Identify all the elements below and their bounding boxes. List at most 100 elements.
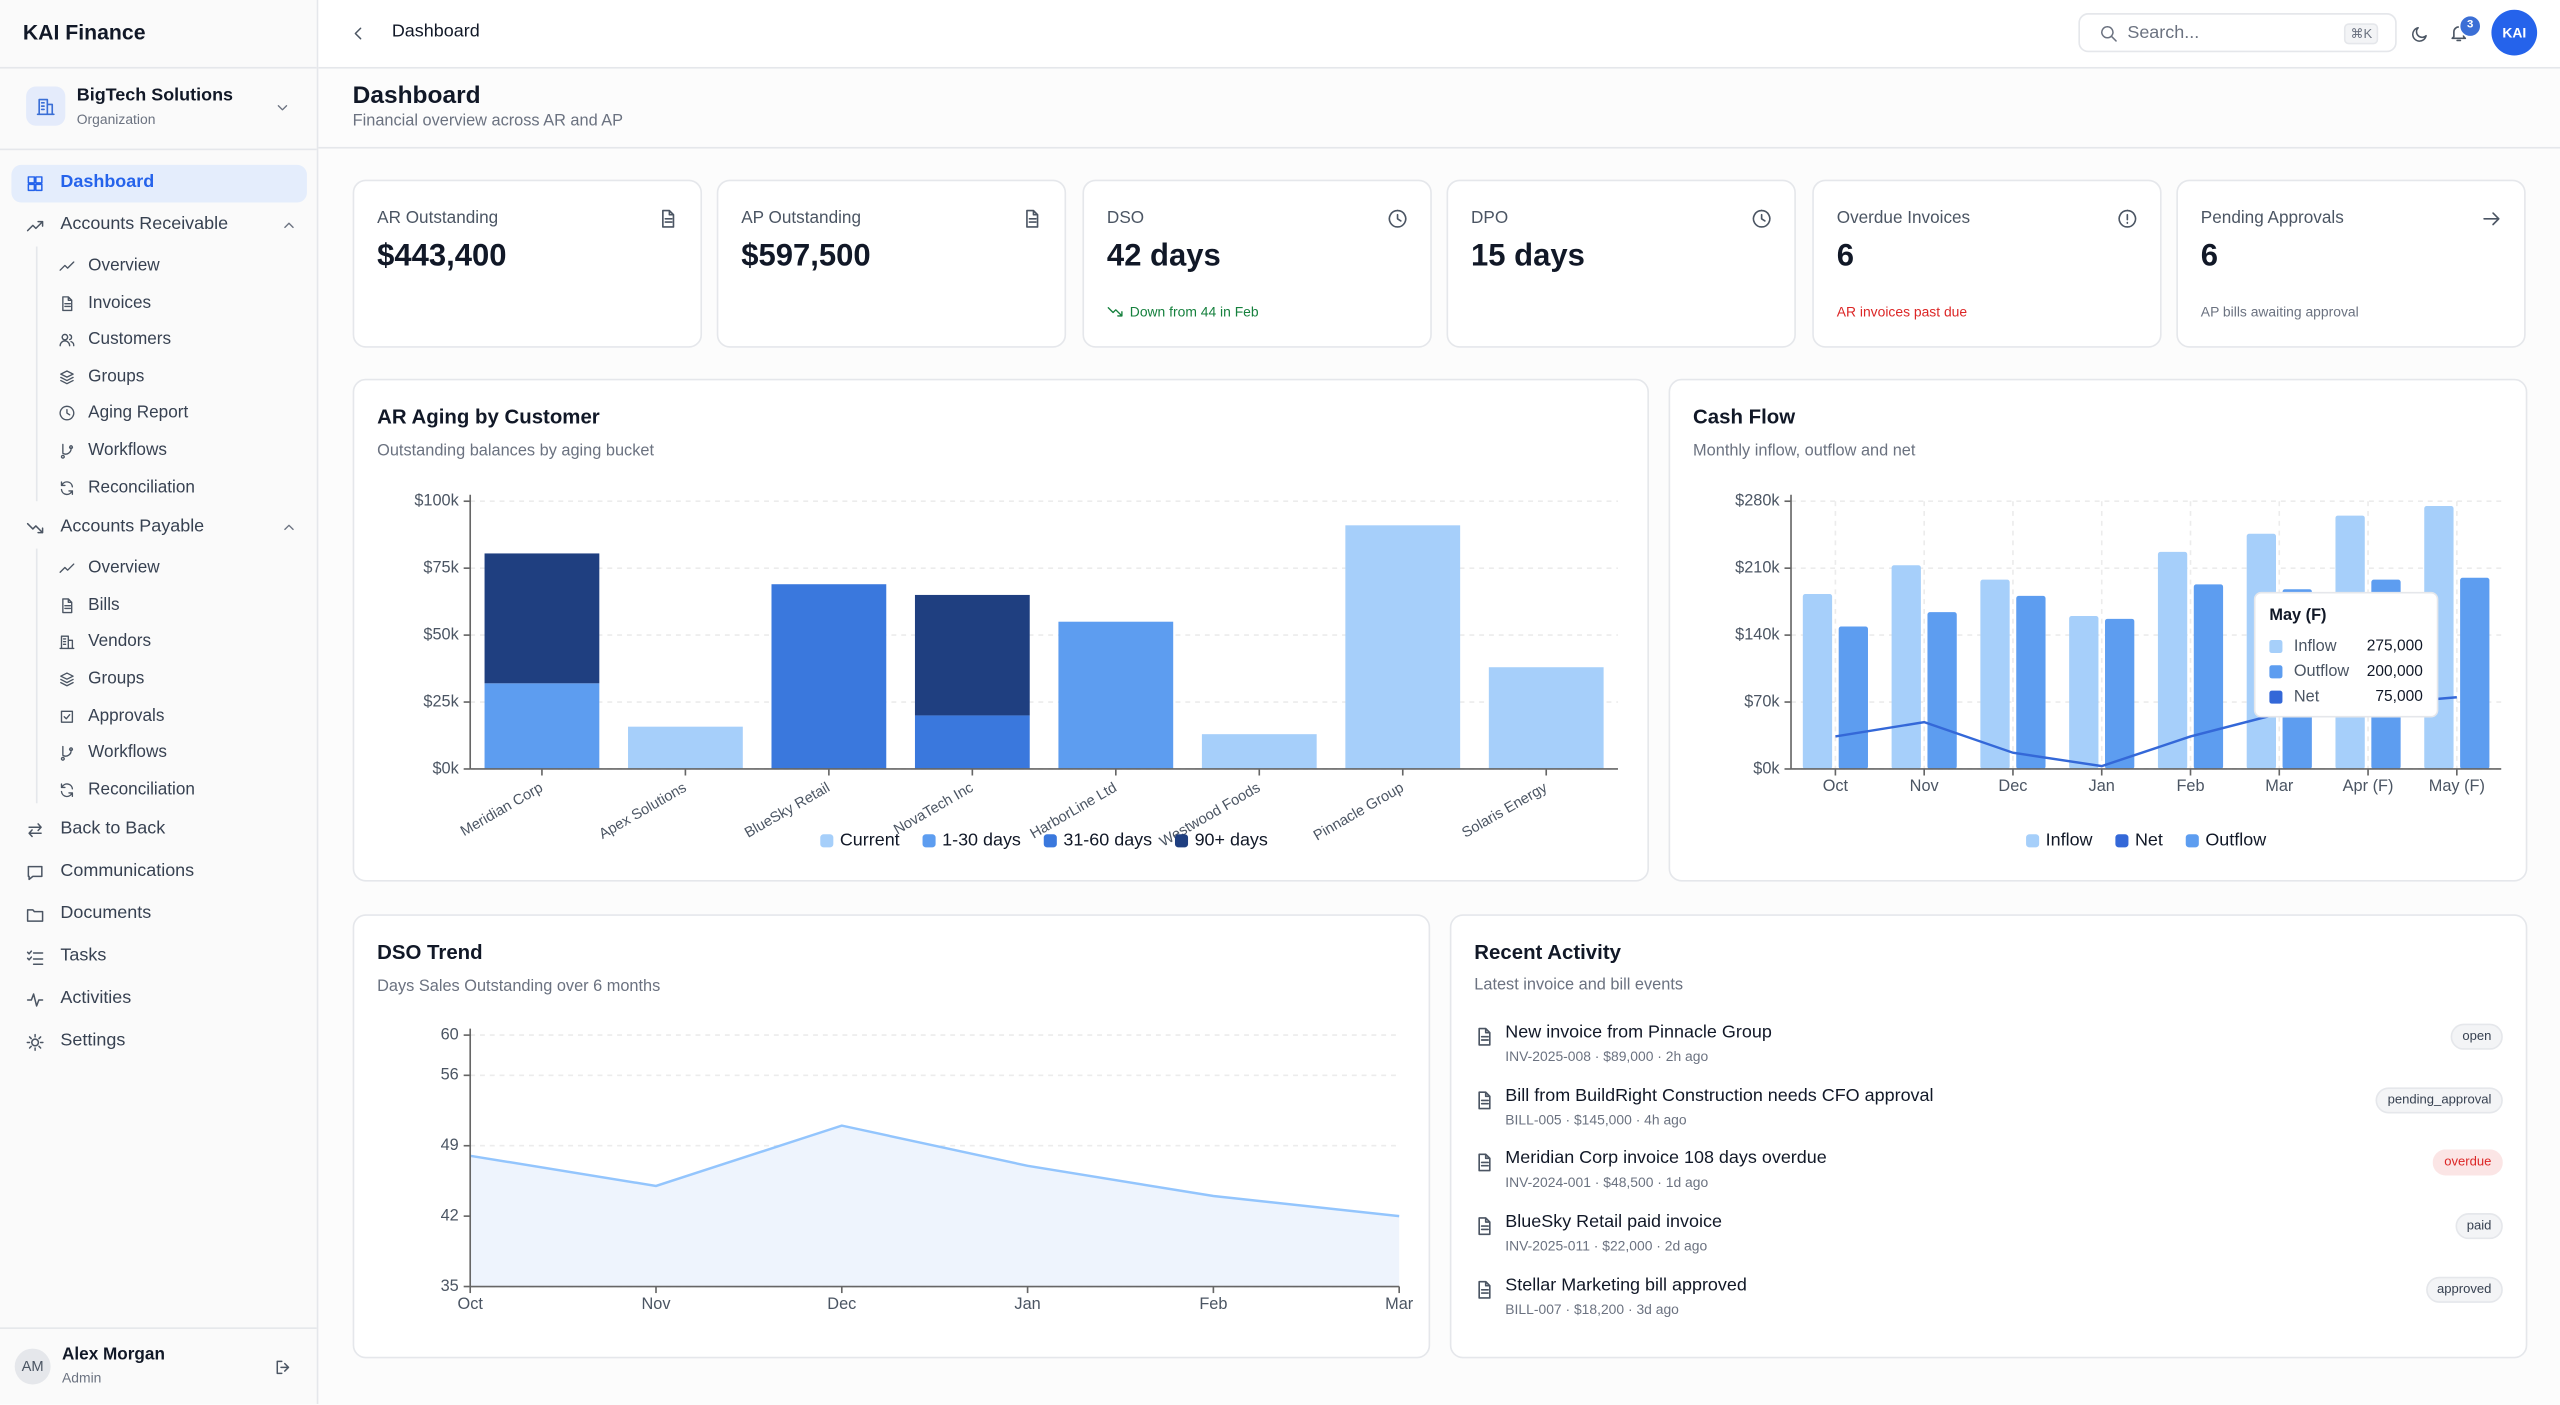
nav-item[interactable]: Accounts Receivable — [11, 207, 307, 245]
activity-item-title: Meridian Corp invoice 108 days overdue — [1505, 1149, 1827, 1169]
icon — [60, 782, 74, 797]
activity-title: Recent Activity — [1474, 941, 1621, 965]
x-tick-label: Apr (F) — [2343, 777, 2394, 795]
kpi-card: AR Outstanding $443,400 — [352, 179, 703, 348]
nav-subitem[interactable]: Reconciliation — [46, 773, 307, 806]
x-tick-label: Jan — [2089, 777, 2115, 795]
icon-path — [59, 261, 75, 271]
back-button[interactable] — [346, 21, 369, 44]
nav-label: Accounts Payable — [60, 516, 205, 537]
icon — [60, 672, 74, 687]
y-tick-label: 49 — [441, 1136, 459, 1154]
x-tick-label: Feb — [2176, 777, 2204, 795]
chart-title: Cash Flow — [1693, 405, 1796, 429]
tooltip: May (F) Inflow 275,000 Outflow 200,000 Net 75,… — [2253, 591, 2439, 718]
icon — [353, 26, 361, 39]
logout-button[interactable] — [269, 1353, 295, 1379]
theme-toggle[interactable] — [2408, 21, 2431, 44]
activity-item[interactable]: Stellar Marketing bill approved BILL-007 … — [1464, 1267, 2512, 1319]
nav-item[interactable]: Tasks — [11, 938, 307, 976]
activity-item[interactable]: Meridian Corp invoice 108 days overdue IN… — [1464, 1140, 2512, 1192]
kpi-card: AP Outstanding $597,500 — [716, 179, 1067, 348]
topbar: Dashboard Search... ⌘K 3 KAI — [318, 0, 2560, 69]
icon-path — [275, 1359, 289, 1374]
nav-label: Communications — [60, 861, 195, 881]
activity-item-meta: INV-2025-011 · $22,000 · 2d ago — [1505, 1237, 1708, 1254]
nav-subitem[interactable]: Customers — [46, 324, 307, 357]
icon-path — [2411, 26, 2427, 41]
nav-subitem[interactable]: Aging Report — [46, 397, 307, 430]
icon-path — [26, 949, 43, 965]
nav-subitem[interactable]: Overview — [46, 552, 307, 585]
nav-subitem[interactable]: Groups — [46, 663, 307, 696]
x-tick-label: Oct — [1823, 777, 1849, 795]
y-tick-label: 42 — [441, 1206, 459, 1224]
search-box[interactable]: Search... ⌘K — [2078, 13, 2397, 53]
bar — [1891, 565, 1921, 769]
bar-segment — [914, 715, 1030, 769]
x-tick-label: BlueSky Retail — [742, 780, 833, 842]
nav-item[interactable]: Activities — [11, 981, 307, 1019]
breadcrumb: Dashboard — [391, 21, 480, 42]
activity-item[interactable]: Bill from BuildRight Construction needs … — [1464, 1077, 2512, 1129]
kpi-card: Overdue Invoices 6 AR invoices past due — [1812, 179, 2162, 348]
user-role: Admin — [62, 1369, 102, 1386]
nav-subitem[interactable]: Reconciliation — [46, 471, 307, 504]
activity-item[interactable]: BlueSky Retail paid invoice INV-2025-011 … — [1464, 1203, 2512, 1255]
bar — [1802, 593, 1833, 769]
nav-item[interactable]: Communications — [11, 853, 307, 891]
chart-card: AR Aging by Customer Outstanding balances… — [352, 378, 1649, 882]
chart-title: AR Aging by Customer — [377, 405, 600, 429]
activity-item[interactable]: New invoice from Pinnacle Group INV-2025-… — [1464, 1014, 2512, 1066]
nav-item[interactable]: Settings — [11, 1023, 307, 1061]
chart-subtitle: Monthly inflow, outflow and net — [1693, 442, 1916, 461]
legend-label: Net — [2135, 830, 2163, 850]
icon-path — [60, 480, 74, 495]
status-badge: overdue — [2432, 1150, 2503, 1177]
nav-item[interactable]: Accounts Payable — [11, 509, 307, 547]
nav-subitem[interactable]: Workflows — [46, 434, 307, 467]
nav-subitem[interactable]: Vendors — [46, 626, 307, 659]
nav-subitem[interactable]: Overview — [46, 250, 307, 283]
icon-path — [26, 220, 43, 231]
nav-subitem[interactable]: Bills — [46, 589, 307, 622]
bar — [2069, 615, 2099, 769]
nav-subitem[interactable]: Groups — [46, 360, 307, 393]
nav-subitem[interactable]: Workflows — [46, 736, 307, 769]
y-tick-label: $280k — [1735, 492, 1780, 510]
icon — [1478, 1280, 1491, 1299]
legend-swatch — [2115, 834, 2129, 848]
chart: $0k $70k $140k $210k $280k Oct Nov Dec Jan Feb Mar… — [1735, 492, 2502, 850]
x-tick-label: Oct — [458, 1295, 484, 1313]
kpi-card[interactable]: Pending Approvals 6 AP bills awaiting appr… — [2176, 179, 2526, 348]
icon — [26, 522, 43, 533]
nav-subitem[interactable]: Invoices — [46, 287, 307, 320]
nav-label: Accounts Receivable — [60, 214, 229, 235]
kpi-value: $443,400 — [377, 239, 507, 274]
bar-segment — [1058, 621, 1174, 769]
legend-swatch — [1043, 834, 1057, 848]
legend-swatch — [922, 834, 936, 848]
y-tick-label: 60 — [441, 1025, 459, 1043]
nav-sublabel: Vendors — [88, 631, 152, 652]
nav-item[interactable]: Dashboard — [11, 164, 307, 202]
bar-segment — [1345, 525, 1461, 769]
icon-path — [1107, 307, 1123, 317]
chart-title: DSO Trend — [377, 941, 483, 965]
activity-item-title: New invoice from Pinnacle Group — [1505, 1022, 1772, 1043]
org-switcher[interactable]: BigTech Solutions Organization — [13, 77, 304, 136]
user-avatar — [14, 1348, 51, 1385]
kpi-label: AP Outstanding — [741, 208, 861, 229]
chart-subtitle: Outstanding balances by aging bucket — [377, 442, 654, 461]
divider — [0, 148, 317, 151]
nav-subitem[interactable]: Approvals — [46, 700, 307, 733]
tooltip-name: Inflow — [2294, 637, 2337, 655]
nav-item[interactable]: Back to Back — [11, 811, 307, 849]
user-avatar[interactable]: KAI — [2491, 9, 2538, 56]
legend-swatch — [2185, 834, 2199, 848]
activity-item-meta: BILL-007 · $18,200 · 3d ago — [1505, 1300, 1679, 1318]
nav-item[interactable]: Documents — [11, 896, 307, 934]
bar — [1838, 626, 1868, 769]
kpi-card: DSO 42 days Down from 44 in Feb — [1082, 179, 1432, 348]
icon — [26, 865, 42, 880]
